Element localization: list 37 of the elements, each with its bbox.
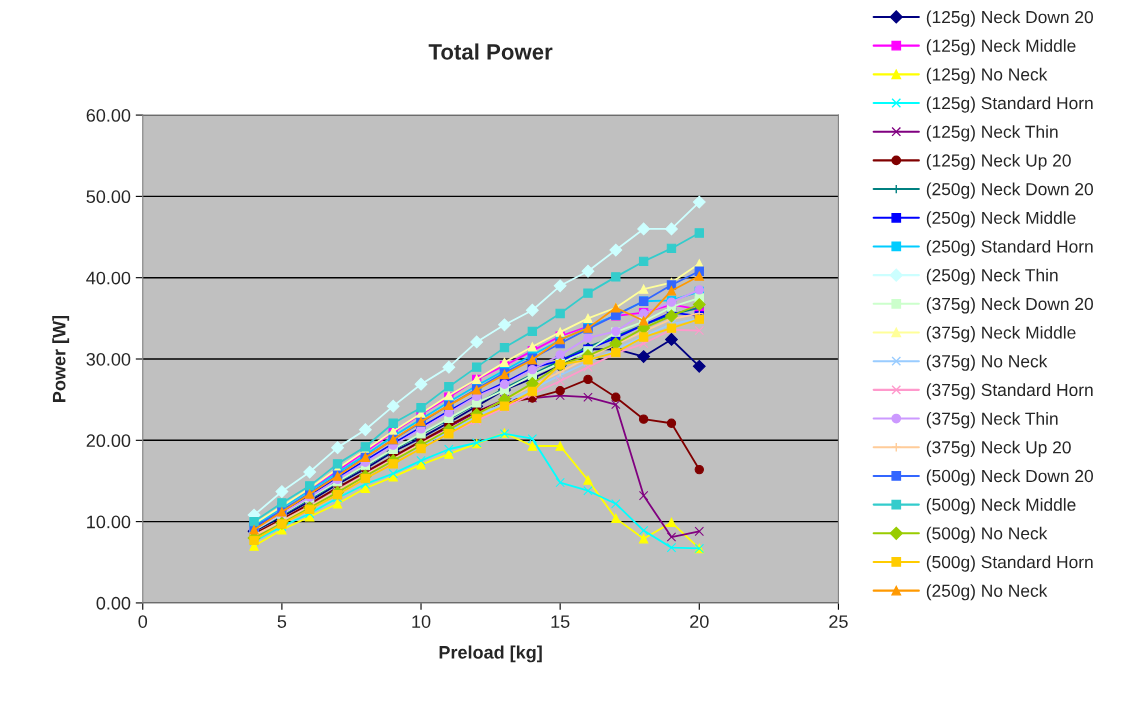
y-tick-label: 30.00 <box>86 352 131 366</box>
x-tick-label: 5 <box>277 615 287 628</box>
legend-label: (125g) No Neck <box>926 67 1048 85</box>
legend-label: (125g) Standard Horn <box>926 96 1093 113</box>
legend-label: (250g) Neck Middle <box>926 211 1076 228</box>
legend-label: (500g) Neck Down 20 <box>926 469 1093 486</box>
x-tick-label: 25 <box>829 615 848 628</box>
y-tick-label: 60.00 <box>86 109 131 122</box>
y-tick-label: 10.00 <box>87 515 131 529</box>
legend-label: (250g) Neck Down 20 <box>926 182 1093 199</box>
legend-label: (500g) Standard Horn <box>926 555 1093 572</box>
legend-label: (250g) No Neck <box>926 584 1048 601</box>
legend-label: (375g) Standard Horn <box>926 383 1093 400</box>
y-tick-label: 40.00 <box>86 271 131 285</box>
legend-label: (375g) No Neck <box>926 354 1048 371</box>
x-tick-label: 10 <box>412 615 431 628</box>
legend-label: (250g) Neck Thin <box>926 268 1058 285</box>
y-tick-label: 20.00 <box>86 434 131 448</box>
x-axis-title: Preload [kg] <box>439 645 542 663</box>
legend-label: (375g) Neck Thin <box>926 412 1058 429</box>
x-tick-label: 0 <box>138 615 148 628</box>
x-tick-label: 20 <box>690 615 709 628</box>
legend-label: (375g) Neck Down 20 <box>926 297 1093 314</box>
legend-label: (375g) Neck Up 20 <box>926 440 1071 457</box>
legend-label: (125g) Neck Down 20 <box>926 10 1093 27</box>
legend-label: (125g) Neck Middle <box>926 39 1076 56</box>
y-axis-title: Power [W] <box>52 315 70 402</box>
legend-label: (125g) Neck Thin <box>926 125 1058 142</box>
chart-title: Total Power <box>428 43 553 60</box>
legend-label: (500g) Neck Middle <box>926 498 1076 515</box>
legend-label: (500g) No Neck <box>926 526 1048 543</box>
y-tick-label: 50.00 <box>86 190 131 204</box>
legend-label: (250g) Standard Horn <box>926 239 1093 257</box>
y-tick-label: 0.00 <box>96 596 131 610</box>
x-tick-label: 15 <box>551 615 570 628</box>
legend-label: (375g) Neck Middle <box>926 326 1076 343</box>
legend-label: (125g) Neck Up 20 <box>926 153 1071 171</box>
